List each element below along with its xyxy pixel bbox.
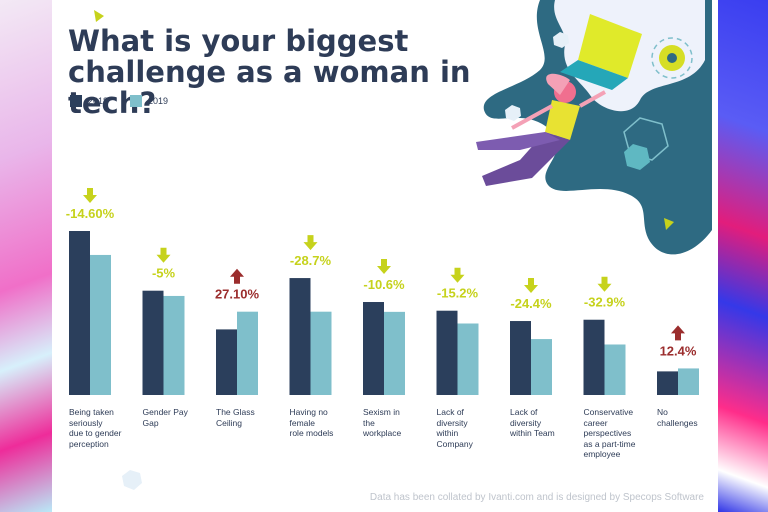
chart-legend: 2018 2019 xyxy=(70,95,168,107)
bar-2019 xyxy=(678,368,699,395)
arrow-down-icon xyxy=(450,267,465,283)
hexagon-decoration xyxy=(553,32,569,48)
left-decorative-border xyxy=(0,0,52,512)
bar-2019 xyxy=(310,311,332,395)
category-label: No challenges xyxy=(657,407,698,428)
category-label: Sexism in the workplace xyxy=(363,407,402,438)
bar-2018 xyxy=(69,231,90,395)
bar-2018 xyxy=(436,310,458,395)
hexagon-decoration xyxy=(623,117,669,161)
gear-icon xyxy=(651,37,693,79)
change-label: -5% xyxy=(152,266,176,281)
change-label: 12.4% xyxy=(660,343,697,358)
legend-item-2018: 2018 xyxy=(70,95,108,107)
bar-2019 xyxy=(604,344,626,395)
bar-2018 xyxy=(216,329,237,395)
laptop-icon xyxy=(560,14,642,90)
arrow-down-icon xyxy=(524,278,538,294)
bar-2019 xyxy=(237,311,258,395)
change-label: 27.10% xyxy=(215,287,260,302)
category-label: The Glass Ceiling xyxy=(216,407,255,428)
category-label: Lack of diversity within Team xyxy=(510,407,555,438)
category-label: Gender Pay Gap xyxy=(142,407,188,428)
category-label: Having no female role models xyxy=(289,407,334,438)
bar-2018 xyxy=(583,319,605,395)
page-title: What is your biggest challenge as a woma… xyxy=(68,24,471,120)
legend-swatch-2019 xyxy=(130,95,143,107)
category-label: Being taken seriously due to gender perc… xyxy=(69,407,122,449)
legend-label-2019: 2019 xyxy=(148,96,169,106)
change-label: -10.6% xyxy=(363,277,405,292)
change-label: -14.60% xyxy=(66,206,115,221)
arrow-down-icon xyxy=(597,276,612,292)
legend-swatch-2018 xyxy=(70,95,82,107)
bar-2019 xyxy=(163,295,185,395)
change-label: -28.7% xyxy=(290,253,332,268)
woman-figure-icon xyxy=(476,73,606,186)
change-label: -24.4% xyxy=(510,296,552,311)
hexagon-decoration xyxy=(122,470,142,490)
hexagon-decoration xyxy=(624,144,650,170)
legend-item-2019: 2019 xyxy=(130,95,168,107)
triangle-decoration xyxy=(94,10,104,22)
arrow-up-icon xyxy=(671,325,685,341)
bar-2018 xyxy=(289,278,311,395)
arrow-down-icon xyxy=(303,235,318,251)
right-decorative-border xyxy=(718,0,768,512)
arrow-down-icon xyxy=(377,259,391,275)
arrow-down-icon xyxy=(83,188,97,203)
hexagon-decoration xyxy=(505,105,521,121)
bar-2018 xyxy=(363,302,384,395)
bar-2019 xyxy=(90,254,111,395)
source-credit: Data has been collated by Ivanti.com and… xyxy=(369,492,704,503)
bar-2018 xyxy=(142,290,164,395)
legend-label-2018: 2018 xyxy=(88,96,109,106)
triangle-decoration xyxy=(664,218,674,230)
bar-2019 xyxy=(531,339,552,395)
change-label: -32.9% xyxy=(584,295,626,310)
arrow-down-icon xyxy=(156,247,171,263)
bar-2018 xyxy=(510,321,531,395)
bar-2018 xyxy=(657,371,678,395)
change-label: -15.2% xyxy=(437,286,479,301)
category-label: Lack of diversity within Company xyxy=(436,407,473,449)
category-label: Conservative career perspectives as a pa… xyxy=(583,407,636,459)
bar-2019 xyxy=(384,311,405,395)
bar-2019 xyxy=(457,323,479,395)
arrow-up-icon xyxy=(230,268,244,284)
